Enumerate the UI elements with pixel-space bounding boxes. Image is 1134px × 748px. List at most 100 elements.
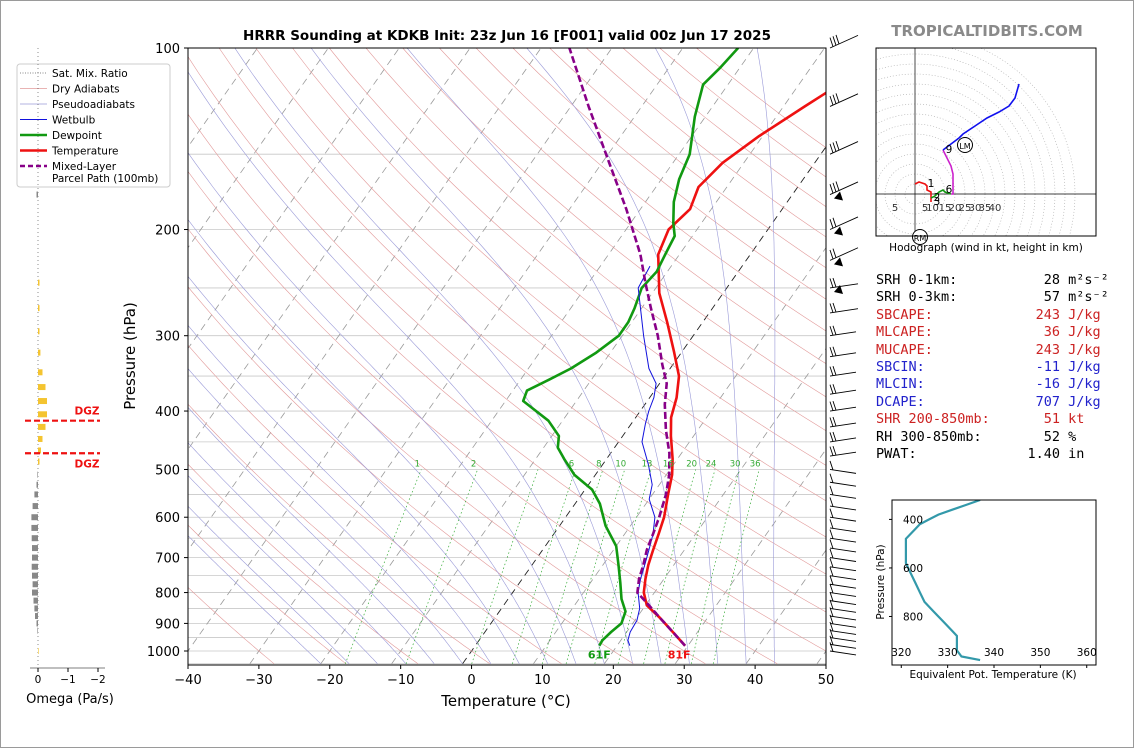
dry-adiabat [188,344,562,665]
hodograph-ring-label: 5 [922,203,928,214]
stat-label: MLCIN: [876,376,925,393]
pseudoadiabat [188,442,407,664]
stat-value: 52 [1043,428,1060,445]
hodograph-height-label: 6 [946,184,953,196]
wind-barb-pennant [834,284,843,294]
x-tick-label: 0 [467,673,475,688]
x-tick-label: −30 [245,673,272,688]
stat-label: SHR 200-850mb: [876,411,990,428]
wind-barb-flag [829,607,834,617]
dry-adiabat [439,48,826,365]
wind-barb [829,93,859,107]
stat-row: SBCIN: -11 J/kg [876,359,1109,376]
stat-row: PWAT: 1.40 in [876,446,1109,463]
hodograph-height-label: 9 [946,144,953,156]
stat-label: SRH 0-1km: [876,272,958,288]
wind-barb-flag [829,278,834,288]
wind-barb-flag [829,460,834,471]
mixing-ratio-line [712,469,760,664]
wind-barb [829,527,857,533]
stat-unit: J/kg [1060,306,1101,323]
mixing-ratio-line [643,469,697,664]
omega-bar [36,191,38,198]
mixing-ratio-line [471,469,539,664]
stat-value: 243 [1035,306,1060,323]
stat-row: SRH 0-3km: 57 m²s⁻² [876,289,1109,306]
wind-barb-flag [829,347,834,357]
wind-barb-flag [829,384,834,394]
wind-barb-flag [829,621,834,632]
omega-bar [32,545,38,552]
pseudoadiabat [756,48,776,664]
hodograph-ring-label: 25 [959,203,972,214]
wind-barb-pennant [834,191,843,201]
dgz-label: DGZ [75,406,100,418]
legend-label: Dry Adiabats [52,84,120,96]
omega-bar [37,627,38,634]
wind-barb-flag [829,508,834,518]
dry-adiabat [475,48,826,332]
stat-label: SRH 0-3km: [876,289,958,306]
wind-barb [829,283,859,289]
wind-barb [829,331,857,337]
wind-barb [829,481,857,487]
wind-barb-flag [829,575,834,585]
rm-marker [912,229,928,245]
mixing-ratio-line [405,469,478,664]
mixing-ratio-label: 6 [569,459,574,469]
theta-e-line [904,500,981,662]
mixing-ratio-label: 16 [663,459,674,469]
wind-barb [829,493,857,499]
isotherm-line [188,48,471,451]
isotherm-line [604,347,826,665]
omega-bar [38,458,40,465]
theta-e-x-tick-label: 320 [891,647,911,659]
legend-label: Temperature [51,146,119,158]
wind-barb-flag [832,431,837,442]
y-tick-label: 800 [155,587,180,602]
wind-barb-flag [829,539,834,549]
hodograph-segment [930,189,952,199]
dry-adiabat [188,171,778,665]
wind-barb [829,216,859,230]
hodograph-ring-label: 5 [892,203,898,214]
stat-unit: m²s⁻² [1060,272,1109,288]
stat-unit: J/kg [1060,341,1101,358]
hodograph-segment [942,83,1020,151]
stat-row: DCAPE: 707 J/kg [876,394,1109,411]
dry-adiabat [255,48,826,538]
wind-barb [829,451,857,457]
mixing-ratio-line [344,469,422,664]
pseudoadiabat [188,152,577,664]
stat-unit: m²s⁻² [1060,289,1109,306]
dry-adiabat [402,48,826,398]
x-tick-label: 30 [676,673,693,688]
hodograph-frame [875,47,1097,237]
dry-adiabat [188,524,347,665]
stat-unit: J/kg [1060,358,1101,375]
pseudoadiabat [188,219,548,664]
theta-e-x-tick-label: 340 [984,647,1004,659]
wind-barb-flag [829,642,834,652]
pseudoadiabat [234,48,633,664]
x-tick-label: −10 [387,673,414,688]
dry-adiabat [188,56,826,613]
wind-barb-flag [832,277,837,288]
theta-e-x-tick-label: 350 [1030,647,1050,659]
omega-bar [32,554,38,561]
stat-row: MLCAPE: 36 J/kg [876,324,1109,341]
y-tick-label: 500 [155,463,180,478]
stat-value: 28 [1043,272,1060,288]
mixing-ratio-line [512,469,576,664]
hodograph-ring-label: 40 [989,203,1002,214]
dry-adiabat [218,48,826,575]
legend-label: Parcel Path (100mb) [52,173,158,185]
dry-adiabat [188,463,419,665]
y-tick-label: 1000 [147,645,180,660]
hodograph-ring-label: 20 [949,203,962,214]
wind-barb [829,469,857,474]
wind-barb-flag [829,614,834,625]
wind-barb-flag [832,182,837,192]
mixing-ratio-label: 30 [730,459,741,469]
